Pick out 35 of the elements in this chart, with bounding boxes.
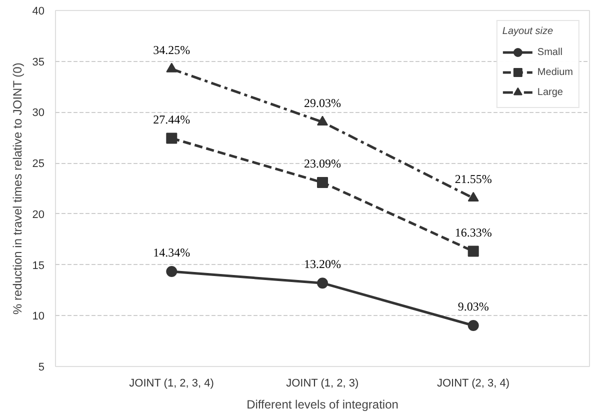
y-tick-label: 5 (38, 362, 45, 374)
x-tick-label: JOINT (1, 2, 3, 4) (129, 378, 214, 390)
legend-title: Layout size (502, 26, 554, 37)
y-tick-label: 30 (32, 107, 45, 120)
data-label: 34.25% (153, 42, 190, 57)
legend-label: Small (537, 46, 562, 58)
point (468, 320, 479, 331)
point (166, 132, 178, 144)
y-tick-label: 15 (32, 260, 45, 272)
legend-label: Large (537, 86, 563, 98)
point (468, 246, 479, 257)
y-tick-label: 20 (32, 208, 45, 221)
data-label: 14.34% (153, 246, 190, 260)
point (317, 177, 328, 188)
data-label: 9.03% (458, 300, 489, 314)
y-tick-label: 40 (32, 6, 45, 18)
x-tick-label: JOINT (2, 3, 4) (436, 378, 510, 390)
data-label: 23.09% (304, 156, 341, 170)
y-tick-label: 35 (32, 56, 45, 68)
x-tick-label: JOINT (1, 2, 3) (286, 378, 359, 390)
point (166, 62, 178, 72)
data-label: 21.55% (454, 172, 492, 186)
y-tick-label: 10 (32, 310, 45, 323)
point (317, 278, 328, 289)
point (317, 116, 328, 126)
y-tick-label: 25 (32, 158, 45, 170)
data-label: 27.44% (153, 112, 190, 126)
x-axis-title: Different levels of integration (246, 398, 398, 412)
legend-label: Medium (537, 66, 573, 78)
point (166, 266, 178, 277)
data-label: 29.03% (304, 96, 341, 110)
data-label: 13.20% (304, 257, 341, 272)
point (468, 192, 479, 202)
y-axis-title: % reduction in travel times relative to JOINT (0) (10, 62, 24, 315)
data-label: 16.33% (454, 225, 492, 240)
